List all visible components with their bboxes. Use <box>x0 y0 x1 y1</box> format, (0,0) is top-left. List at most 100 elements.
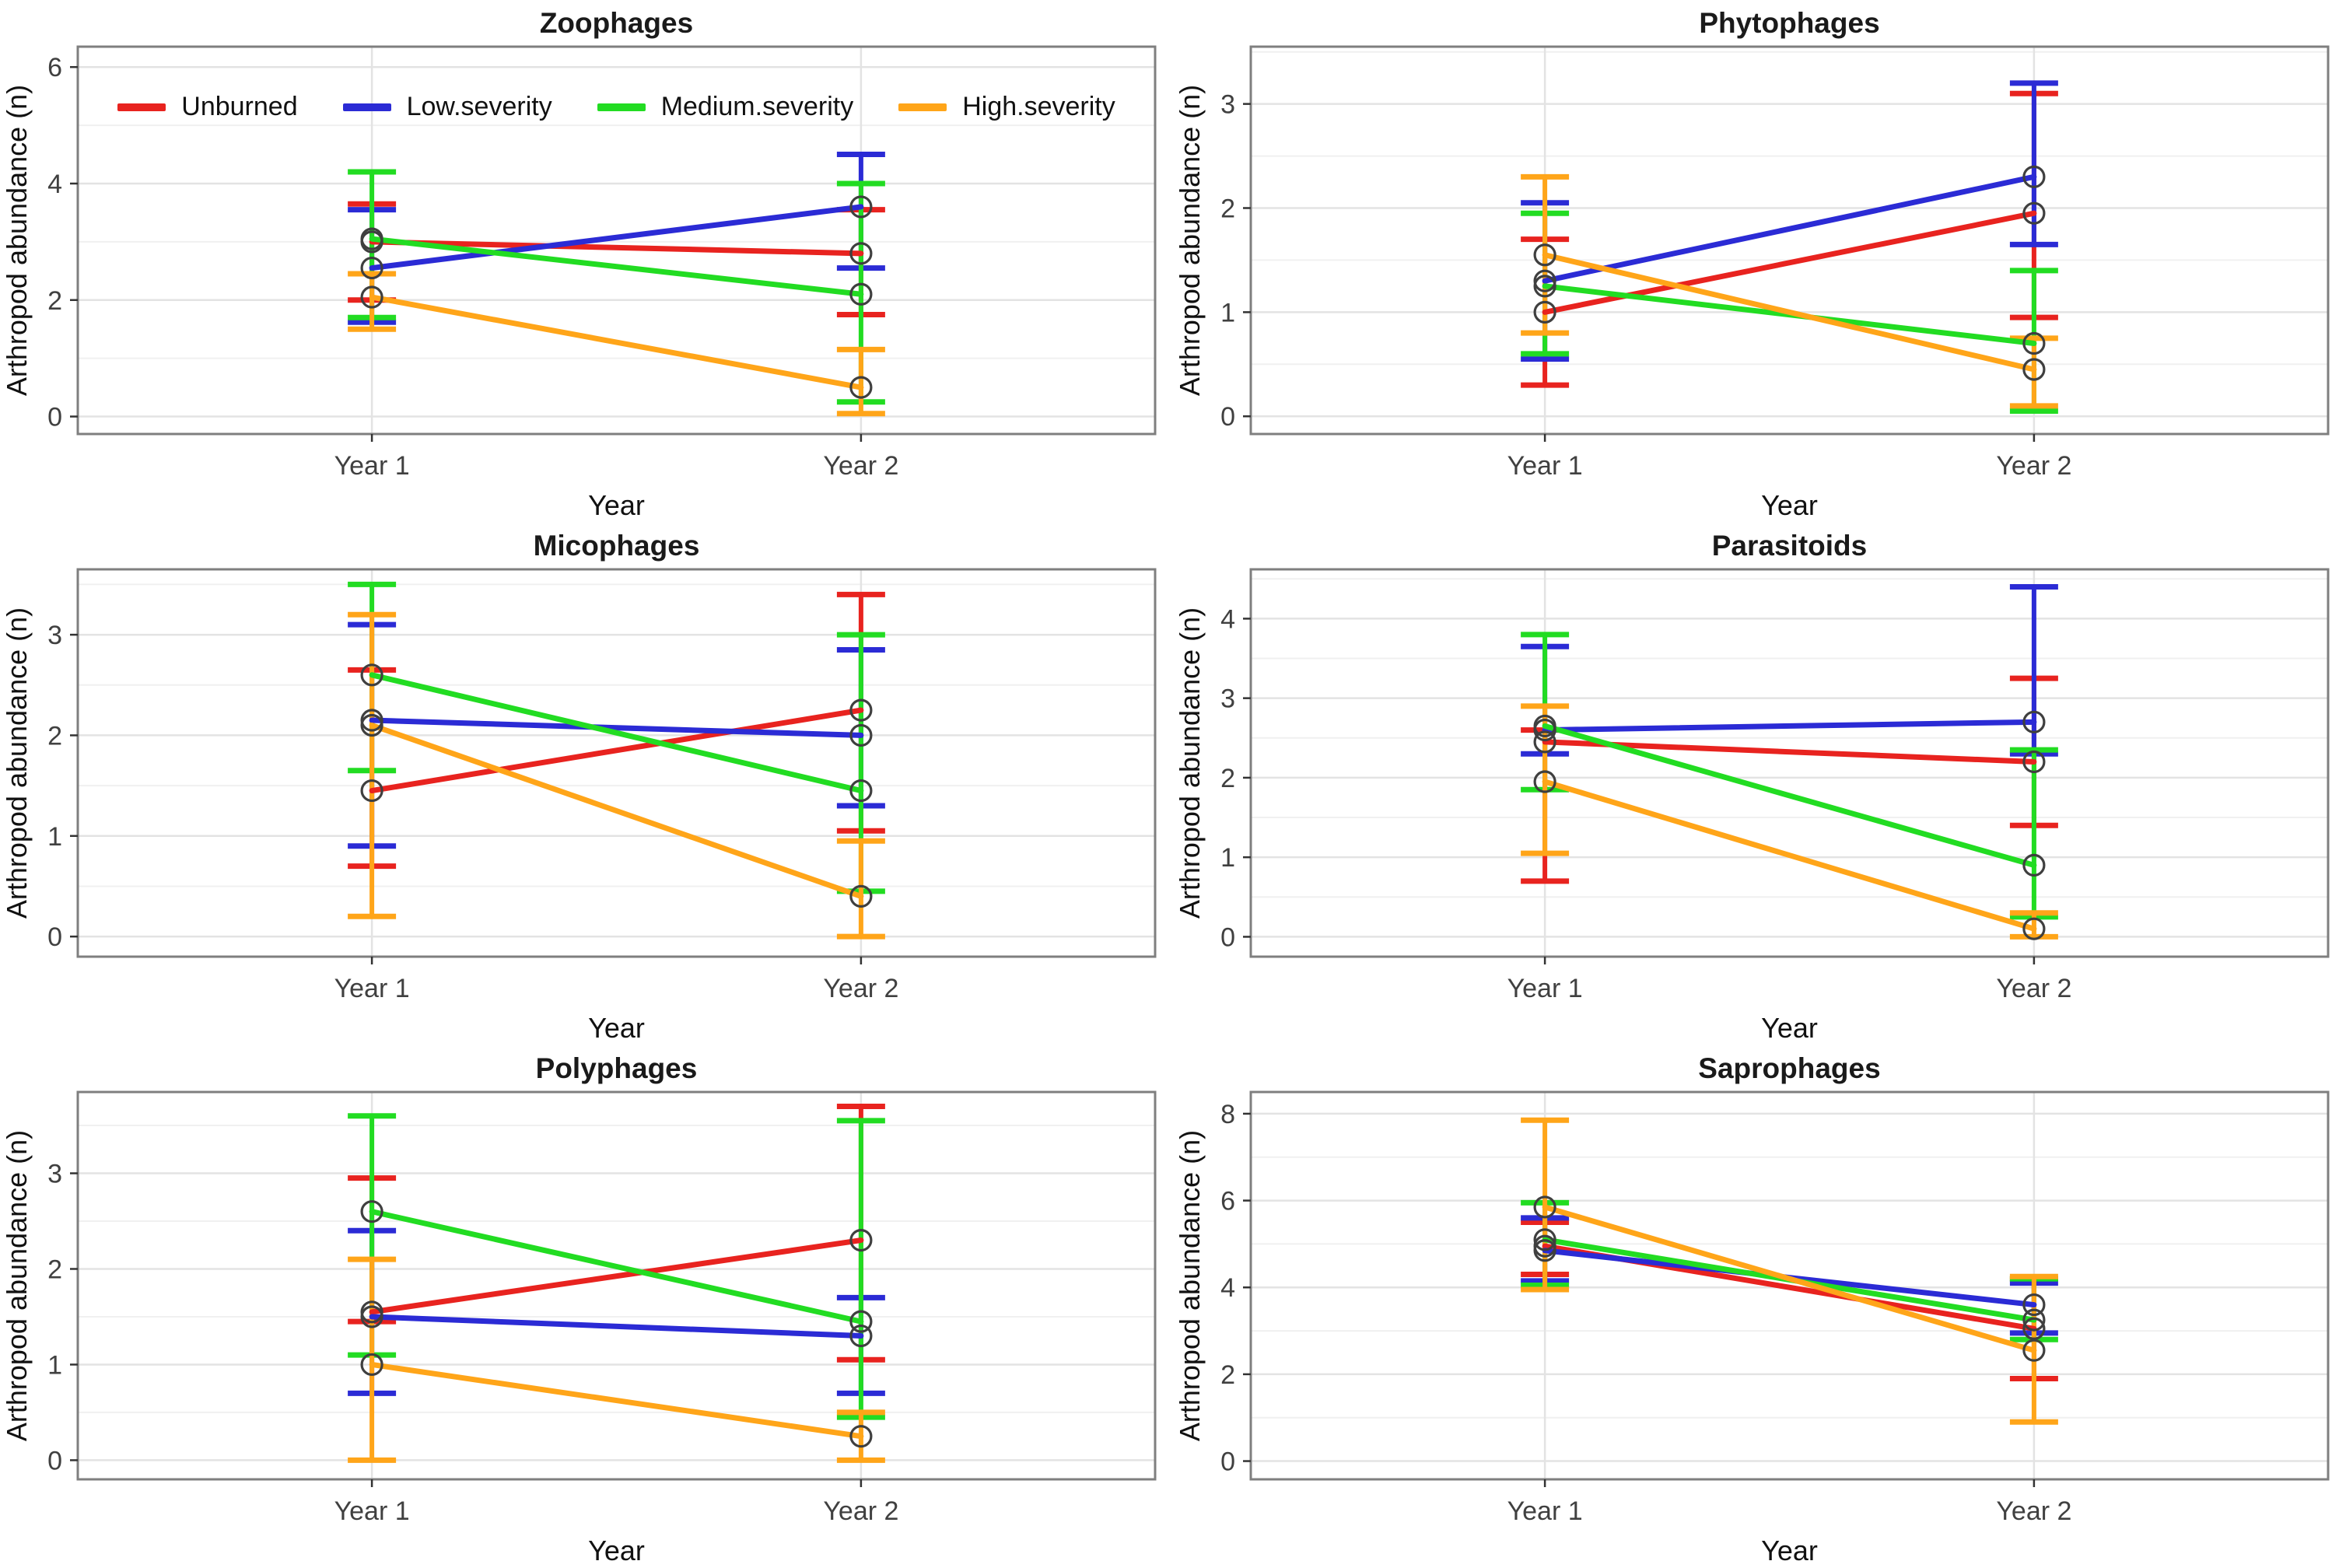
data-point <box>1533 300 1556 324</box>
y-axis-label: Arthropod abundance (n) <box>1 1130 33 1441</box>
series-line-high <box>369 722 864 899</box>
data-points <box>360 195 873 399</box>
x-axis-label: Year <box>588 489 645 521</box>
panel-border <box>76 568 1157 958</box>
data-point <box>849 242 873 265</box>
x-tick-label: Year 1 <box>1507 451 1583 481</box>
data-point <box>2022 917 2046 940</box>
y-tick-label: 1 <box>1220 843 1235 873</box>
data-point <box>849 1228 873 1252</box>
x-tick-label: Year 2 <box>823 974 898 1003</box>
panel-saprophages: 0 2 4 6 8 Year 1 Year 2 Saprophages Year Arthropo… <box>1173 1045 2346 1568</box>
data-point <box>1533 269 1556 292</box>
y-tick-label: 0 <box>47 403 62 432</box>
y-tick-label: 4 <box>1220 604 1235 634</box>
data-point <box>360 256 383 280</box>
data-point <box>2022 710 2046 733</box>
series-line-high <box>1542 779 2037 932</box>
y-tick-label: 0 <box>47 1446 62 1475</box>
series-line-low <box>1542 719 2037 733</box>
data-point <box>1533 1228 1556 1251</box>
y-tick-label: 2 <box>47 286 62 316</box>
axes: 0 1 2 3 Year 1 Year 2 <box>47 621 898 1003</box>
data-points <box>1533 1195 2046 1362</box>
y-tick-label: 2 <box>47 1255 62 1284</box>
panel-title: Saprophages <box>1698 1052 1880 1084</box>
y-tick-label: 2 <box>47 721 62 751</box>
panel-background <box>1173 1045 2346 1568</box>
panel-title: Parasitoids <box>1712 530 1867 562</box>
data-point <box>849 1425 873 1448</box>
chart-svg: 0 2 4 6 Year 1 Year 2 Zoophages Year Arthropod a… <box>0 0 1173 523</box>
panel-background <box>0 523 1173 1045</box>
y-axis-label: Arthropod abundance (n) <box>1 85 33 396</box>
error-bars-high <box>348 271 885 417</box>
x-axis-label: Year <box>1761 489 1818 521</box>
series-line-medium <box>369 236 864 297</box>
data-point <box>360 779 383 803</box>
data-points <box>1533 165 2046 381</box>
y-tick-label: 6 <box>1220 1187 1235 1216</box>
panel-zoophages: 0 2 4 6 Year 1 Year 2 Zoophages Year Arthropod a… <box>0 0 1173 523</box>
data-point <box>1533 1239 1556 1262</box>
y-tick-label: 3 <box>47 621 62 650</box>
panel-background <box>0 1045 1173 1568</box>
panel-phytophages: 0 1 2 3 Year 1 Year 2 Phytophages Year Arthropod… <box>1173 0 2346 523</box>
y-axis-label: Arthropod abundance (n) <box>1174 607 1206 919</box>
y-tick-label: 6 <box>47 53 62 82</box>
data-point <box>2022 1339 2046 1362</box>
y-tick-label: 3 <box>1220 90 1235 120</box>
x-tick-label: Year 2 <box>1996 974 2071 1003</box>
x-axis-label: Year <box>1761 1535 1818 1566</box>
y-tick-label: 3 <box>47 1160 62 1189</box>
series-line-low <box>1542 173 2037 284</box>
data-point <box>2022 1293 2046 1317</box>
data-point <box>1533 730 1556 754</box>
axes: 0 2 4 6 8 Year 1 Year 2 <box>1220 1100 2071 1526</box>
series-line-unburned <box>1542 739 2037 765</box>
data-point <box>1533 714 1556 738</box>
data-points <box>360 663 873 908</box>
data-point <box>849 779 873 803</box>
series-line-unburned <box>369 239 864 257</box>
data-point <box>849 698 873 722</box>
x-tick-label: Year 2 <box>1996 1496 2071 1526</box>
series-line-high <box>1542 252 2037 373</box>
panel-parasitoids: 0 1 2 3 4 Year 1 Year 2 Parasitoids Year Arthropo… <box>1173 523 2346 1045</box>
x-tick-label: Year 1 <box>1507 974 1583 1003</box>
gridlines <box>78 47 1155 434</box>
data-point <box>2022 358 2046 381</box>
y-axis-label: Arthropod abundance (n) <box>1 607 33 919</box>
chart-svg: 0 1 2 3 Year 1 Year 2 Polyphages Year Arthropod … <box>0 1045 1173 1568</box>
panel-title: Zoophages <box>540 7 693 39</box>
axes: 0 1 2 3 Year 1 Year 2 <box>1220 90 2071 481</box>
data-point <box>360 1200 383 1223</box>
data-point <box>360 1353 383 1377</box>
data-point <box>849 723 873 747</box>
data-point <box>360 227 383 250</box>
y-axis-label: Arthropod abundance (n) <box>1174 85 1206 396</box>
axes: 0 1 2 3 4 Year 1 Year 2 <box>1220 604 2071 1003</box>
panel-border <box>76 45 1157 436</box>
y-tick-label: 0 <box>47 922 62 952</box>
y-tick-label: 1 <box>47 1350 62 1380</box>
data-points <box>360 1200 873 1448</box>
panel-polyphages: 0 1 2 3 Year 1 Year 2 Polyphages Year Arthropod … <box>0 1045 1173 1568</box>
y-tick-label: 4 <box>47 170 62 199</box>
x-axis-label: Year <box>588 1535 645 1566</box>
data-point <box>849 376 873 399</box>
y-tick-label: 0 <box>1220 922 1235 952</box>
series-line-unburned <box>369 1237 864 1315</box>
x-tick-label: Year 1 <box>334 974 410 1003</box>
series-line-unburned <box>369 707 864 794</box>
panel-border <box>1249 568 2330 958</box>
panel-border <box>1249 1090 2330 1481</box>
panel-border <box>1249 45 2330 436</box>
series-line-medium <box>369 1209 864 1325</box>
y-tick-label: 2 <box>1220 764 1235 793</box>
data-point <box>360 713 383 737</box>
panel-background <box>1173 0 2346 523</box>
series-line-medium <box>369 672 864 794</box>
panel-title: Phytophages <box>1699 7 1879 39</box>
data-point <box>1533 243 1556 267</box>
